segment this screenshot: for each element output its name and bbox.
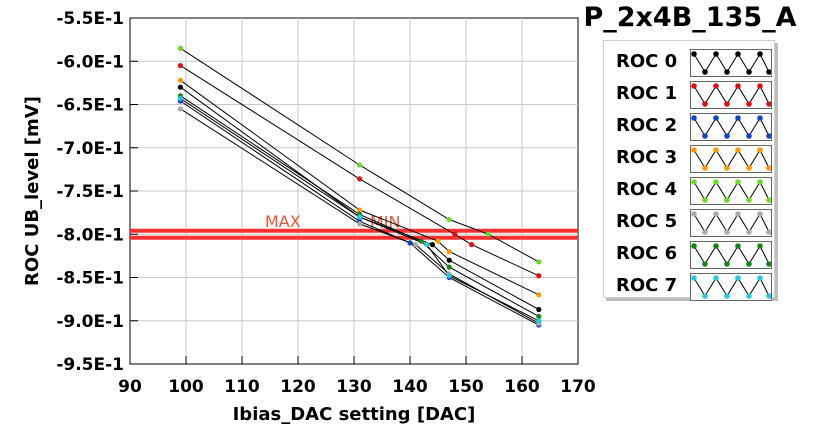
data-point	[424, 242, 430, 248]
legend-entry: ROC 7	[604, 271, 774, 303]
chart-title: P_2x4B_135_A	[583, 2, 797, 33]
data-point	[418, 238, 424, 244]
data-point	[407, 240, 413, 246]
x-tick-label: 110	[224, 377, 260, 397]
data-point	[536, 292, 542, 298]
x-tick-label: 150	[448, 377, 484, 397]
legend-swatch	[690, 81, 772, 109]
data-point	[357, 214, 363, 220]
legend-swatch	[690, 145, 772, 173]
legend-label: ROC 0	[616, 51, 678, 72]
x-tick-label: 90	[118, 377, 142, 397]
legend-label: ROC 7	[616, 275, 678, 296]
legend-swatch	[690, 113, 772, 141]
legend-swatch	[690, 241, 772, 269]
data-point	[435, 238, 441, 244]
legend-swatch	[690, 209, 772, 237]
data-point	[452, 231, 458, 237]
legend-swatch	[690, 177, 772, 205]
y-tick-label: -7.0E-1	[56, 139, 124, 159]
legend-entry: ROC 2	[604, 111, 774, 143]
legend-swatch	[690, 273, 772, 301]
x-tick-label: 130	[336, 377, 372, 397]
y-tick-label: -9.5E-1	[56, 355, 124, 375]
x-tick-label: 100	[168, 377, 204, 397]
legend-label: ROC 5	[616, 211, 678, 232]
legend-entry: ROC 6	[604, 239, 774, 271]
legend-label: ROC 4	[616, 179, 678, 200]
data-point	[177, 45, 183, 51]
legend-entry: ROC 3	[604, 143, 774, 175]
data-point	[536, 273, 542, 279]
legend-entry: ROC 1	[604, 79, 774, 111]
legend-label: ROC 1	[616, 83, 678, 104]
data-point	[446, 273, 452, 279]
data-point	[177, 62, 183, 69]
data-point	[446, 248, 452, 255]
data-point	[446, 264, 452, 270]
data-point	[536, 306, 542, 313]
legend: ROC 0 ROC 1 ROC 2 ROC 3 ROC 4 ROC 5 ROC 6 ROC 7	[603, 40, 775, 301]
legend-swatch	[690, 49, 772, 77]
data-point	[469, 242, 475, 248]
x-tick-label: 170	[560, 377, 596, 397]
data-point	[536, 318, 542, 324]
legend-entry: ROC 0	[604, 47, 774, 79]
x-axis-label: Ibias_DAC setting [DAC]	[233, 404, 476, 425]
x-axis: 90 100 110 120 130 140 150 160 170	[118, 356, 596, 397]
y-axis: -5.5E-1 -6.0E-1 -6.5E-1 -7.0E-1 -7.5E-1 -8.0E…	[56, 9, 138, 375]
y-tick-label: -7.5E-1	[56, 182, 124, 202]
data-point	[177, 106, 183, 112]
data-point	[446, 257, 452, 263]
y-tick-label: -8.5E-1	[56, 269, 124, 289]
data-point	[357, 162, 363, 168]
y-tick-label: -6.5E-1	[56, 96, 124, 116]
legend-label: ROC 2	[616, 115, 678, 136]
legend-label: ROC 6	[616, 243, 678, 264]
legend-label: ROC 3	[616, 147, 678, 168]
data-point	[357, 176, 363, 182]
y-tick-label: -8.0E-1	[56, 225, 124, 245]
data-point	[485, 231, 491, 237]
threshold-label: MAX	[265, 212, 301, 231]
x-tick-label: 140	[392, 377, 428, 397]
data-point	[177, 95, 183, 102]
data-point	[177, 84, 183, 90]
data-point	[357, 221, 363, 227]
data-point	[177, 77, 183, 83]
x-tick-label: 160	[504, 377, 540, 397]
data-point	[536, 259, 542, 265]
series-group	[177, 45, 542, 328]
data-point	[357, 207, 363, 213]
data-point	[413, 242, 419, 248]
data-point	[536, 313, 542, 320]
y-tick-label: -9.0E-1	[56, 312, 124, 332]
legend-entry: ROC 4	[604, 175, 774, 207]
y-axis-label: ROC UB_level [mV]	[22, 96, 43, 286]
data-point	[446, 216, 452, 223]
data-point	[429, 242, 435, 248]
x-tick-label: 120	[280, 377, 316, 397]
y-tick-label: -6.0E-1	[56, 52, 124, 72]
threshold-lines: MAX MIN	[130, 212, 578, 240]
legend-entry: ROC 5	[604, 207, 774, 239]
y-tick-label: -5.5E-1	[56, 9, 124, 29]
